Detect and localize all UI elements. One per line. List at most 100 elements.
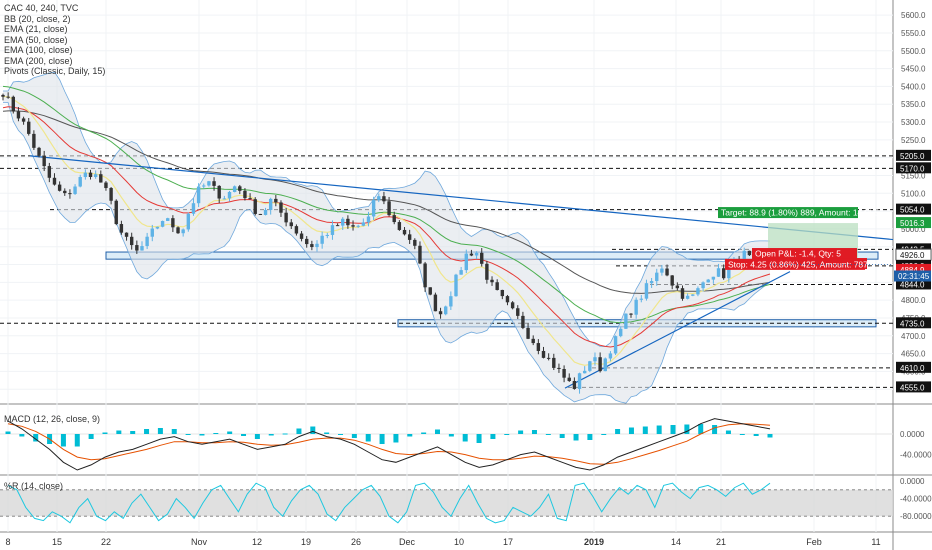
price-label-target: 5016.3 (896, 217, 931, 229)
svg-text:4610.0: 4610.0 (900, 364, 925, 373)
candle (279, 200, 283, 217)
macd-histogram-bar (504, 434, 510, 435)
candle (11, 95, 15, 114)
macd-histogram-bar (656, 425, 662, 434)
candle (402, 227, 407, 236)
y-tick-label: 5100.0 (901, 189, 926, 198)
macd-histogram-bar (642, 426, 648, 434)
trend-line-down (29, 155, 894, 241)
candle (485, 260, 489, 284)
candle (464, 249, 468, 274)
candle (160, 220, 165, 228)
candle (366, 211, 371, 227)
macd-histogram-bar (144, 429, 150, 434)
macd-histogram-bar (407, 434, 413, 437)
macd-histogram-bar (545, 434, 551, 435)
legend-bb[interactable]: BB (20, close, 2) (4, 13, 71, 24)
y-tick-label: 4650.0 (901, 350, 926, 359)
bb-upper-line (3, 71, 771, 348)
macd-histogram-bar (282, 433, 288, 435)
macd-histogram-bar (490, 434, 496, 439)
open-pl-label[interactable]: Open P&L: -1.4, Qty: 5 (752, 248, 857, 260)
candle (32, 130, 36, 150)
macd-histogram-bar (19, 434, 25, 437)
legend-symbol[interactable]: CAC 40, 240, TVC (4, 3, 79, 13)
macd-histogram-bar (157, 428, 163, 434)
candle (93, 170, 98, 179)
candle (196, 183, 201, 208)
candle (341, 217, 345, 231)
legend-ema50[interactable]: EMA (50, close) (4, 34, 68, 45)
legend-ema21[interactable]: EMA (21, close) (4, 24, 68, 34)
macd-histogram-bar (434, 429, 440, 434)
candle (480, 248, 484, 267)
svg-text:4926.0: 4926.0 (900, 251, 925, 260)
candle (253, 197, 257, 216)
legend-ema200[interactable]: EMA (200, close) (4, 55, 73, 66)
price-label-level: 4926.0 (895, 248, 932, 261)
candle (747, 250, 752, 256)
x-tick-label: 21 (716, 537, 726, 547)
candle (521, 311, 525, 330)
candle (202, 183, 206, 189)
candle (536, 339, 541, 355)
price-label-pivot: 4844.0 (896, 278, 931, 290)
macd-histogram-bar (739, 434, 745, 435)
candle (428, 287, 432, 296)
candle (721, 264, 726, 280)
candle (567, 373, 571, 382)
y-tick-label: 5000.0 (901, 225, 926, 234)
x-tick-label: 22 (101, 537, 111, 547)
macd-histogram-bar (268, 434, 274, 436)
candle (227, 190, 232, 202)
macd-histogram-bar (185, 434, 191, 435)
candle (37, 146, 41, 158)
y-tick-label: 5350.0 (901, 100, 926, 109)
y-tick-label: 4700.0 (901, 332, 926, 341)
macd-histogram-bar (199, 434, 205, 436)
candle (685, 293, 690, 300)
candle (639, 295, 644, 303)
candle (526, 323, 530, 340)
macd-tick-label: 0.0000 (900, 430, 925, 439)
williams-r-line (7, 482, 771, 524)
candle (27, 117, 31, 136)
ema100-line (2, 85, 771, 324)
macd-histogram-bar (476, 434, 482, 443)
williams-r-label[interactable]: %R (14, close) (4, 481, 64, 491)
macd-histogram-bar (241, 434, 247, 436)
candle (222, 195, 227, 200)
candle (382, 191, 386, 205)
y-tick-label: 5550.0 (901, 29, 926, 38)
x-tick-label: 26 (351, 537, 361, 547)
candle (88, 169, 93, 180)
candle (109, 187, 113, 205)
candle (212, 177, 216, 191)
candle (21, 116, 26, 125)
candle (691, 294, 695, 297)
svg-text:Target: 88.9 (1.80%) 889, Amou: Target: 88.9 (1.80%) 889, Amount: 1444.5 (721, 208, 879, 218)
candle (619, 326, 623, 338)
candle (83, 169, 88, 180)
macd-histogram-bar (130, 431, 136, 434)
candle (562, 365, 566, 383)
price-label-pivot: 4610.0 (896, 361, 931, 373)
candle (52, 173, 57, 186)
candle (284, 207, 288, 227)
candle (701, 281, 705, 292)
macd-histogram-bar (33, 434, 39, 442)
target-label[interactable]: Target: 88.9 (1.80%) 889, Amount: 1444.5 (718, 207, 879, 219)
legend-ema100[interactable]: EMA (100, close) (4, 45, 73, 55)
svg-text:02:31:45: 02:31:45 (898, 272, 930, 281)
candle (99, 170, 103, 183)
candle (124, 232, 129, 241)
macd-histogram-bar (88, 434, 94, 439)
candle (181, 228, 185, 237)
candle (397, 220, 402, 231)
candle (675, 282, 680, 291)
candle (505, 294, 510, 306)
candle (552, 353, 556, 371)
macd-label[interactable]: MACD (12, 26, close, 9) (4, 414, 101, 424)
legend-pivots[interactable]: Pivots (Classic, Daily, 15) (4, 66, 106, 76)
